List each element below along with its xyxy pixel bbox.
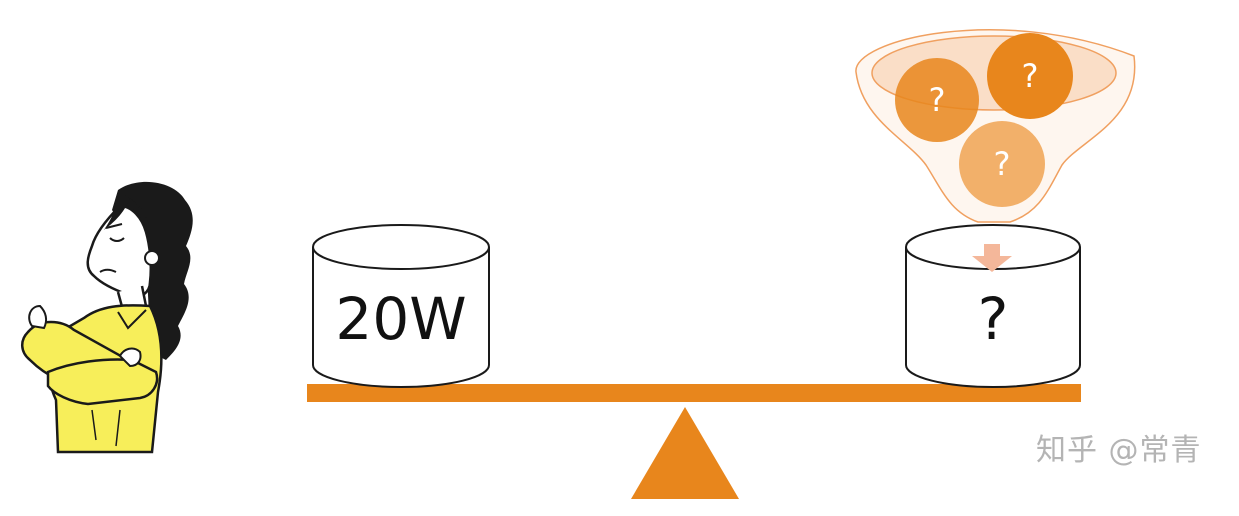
fulcrum-triangle <box>631 407 739 499</box>
woman-face <box>86 204 153 299</box>
question-ball <box>959 121 1045 207</box>
question-balls: ? ? ? <box>895 33 1073 207</box>
question-ball <box>987 33 1073 119</box>
question-ball-label: ? <box>994 145 1011 183</box>
down-arrow-icon <box>972 244 1012 272</box>
left-cylinder: 20W <box>312 224 490 388</box>
seesaw-beam <box>307 384 1081 402</box>
right-cylinder-label: ? <box>978 285 1009 353</box>
question-ball-label: ? <box>1022 57 1039 95</box>
question-ball <box>895 58 979 142</box>
question-ball-label: ? <box>929 81 946 119</box>
thinking-woman-illustration <box>21 181 193 454</box>
watermark-text: 知乎 @常青 <box>1036 433 1202 468</box>
funnel: ? ? ? <box>855 29 1136 223</box>
left-cylinder-label: 20W <box>335 285 466 353</box>
